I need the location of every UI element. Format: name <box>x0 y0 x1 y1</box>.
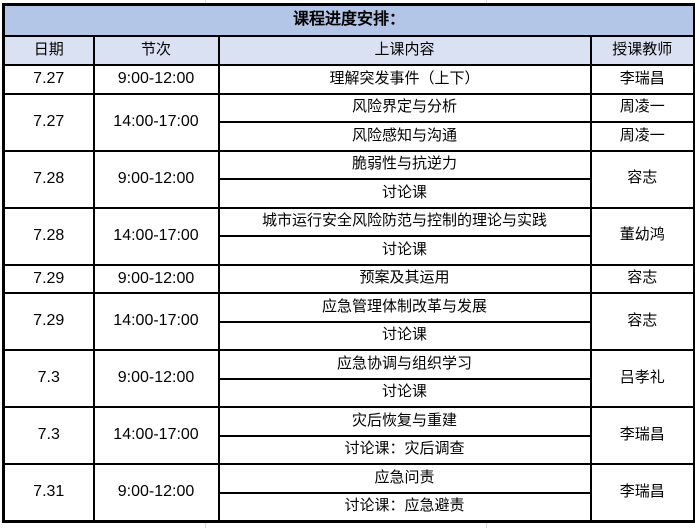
session-cell: 14:00-17:00 <box>92 292 220 351</box>
course-schedule-table: 课程进度安排： 日期 节次 上课内容 授课教师 7.27 9:00-12:00 … <box>2 3 695 523</box>
content-cell: 预案及其运用 <box>217 263 592 294</box>
col-header-date: 日期 <box>2 35 95 66</box>
schedule-row: 讨论课：灾后调查 <box>4 434 695 465</box>
excel-gridline-top-2 <box>486 0 487 3</box>
content-cell: 灾后恢复与重建 <box>217 406 592 437</box>
session-cell: 9:00-12:00 <box>92 349 220 408</box>
content-cell: 讨论课 <box>217 377 592 408</box>
schedule-row: 7.3 14:00-17:00 灾后恢复与重建 李瑞昌 <box>2 406 695 465</box>
col-header-content: 上课内容 <box>217 35 592 66</box>
teacher-cell: 董幼鸿 <box>589 206 695 266</box>
teacher-cell: 容志 <box>589 149 695 209</box>
date-cell: 7.3 <box>2 349 95 408</box>
teacher-cell: 周凌一 <box>589 92 695 123</box>
teacher-cell: 容志 <box>589 292 695 351</box>
schedule-row: 7.29 9:00-12:00 预案及其运用 容志 <box>2 263 695 294</box>
schedule-row: 讨论课：应急避责 <box>4 491 695 522</box>
table-title-row: 课程进度安排： <box>2 3 695 37</box>
excel-gridline-bottom-1 <box>205 521 206 528</box>
teacher-cell: 李瑞昌 <box>589 64 695 95</box>
teacher-cell: 李瑞昌 <box>589 406 695 465</box>
date-cell: 7.3 <box>2 406 95 465</box>
schedule-row: 7.31 9:00-12:00 应急问责 李瑞昌 <box>2 463 695 522</box>
teacher-cell: 容志 <box>589 263 695 294</box>
teacher-cell: 吕孝礼 <box>589 349 695 408</box>
schedule-row: 7.28 9:00-12:00 脆弱性与抗逆力 容志 <box>2 149 695 209</box>
schedule-row: 7.28 14:00-17:00 城市运行安全风险防范与控制的理论与实践 董幼鸿 <box>2 206 695 266</box>
content-cell: 讨论课 <box>217 320 592 351</box>
content-cell: 应急协调与组织学习 <box>217 349 592 380</box>
column-header-row: 日期 节次 上课内容 授课教师 <box>2 35 695 66</box>
session-cell: 9:00-12:00 <box>92 149 220 209</box>
session-cell: 9:00-12:00 <box>92 463 220 522</box>
content-cell: 讨论课 <box>217 178 592 209</box>
content-cell: 城市运行安全风险防范与控制的理论与实践 <box>217 206 592 237</box>
content-cell: 讨论课：灾后调查 <box>217 434 592 465</box>
content-cell: 讨论课：应急避责 <box>217 491 592 522</box>
content-cell: 风险界定与分析 <box>217 92 592 123</box>
session-cell: 9:00-12:00 <box>92 64 220 95</box>
content-cell: 脆弱性与抗逆力 <box>217 149 592 180</box>
date-cell: 7.29 <box>2 263 95 294</box>
excel-gridline-bottom-2 <box>486 521 487 528</box>
col-header-session: 节次 <box>92 35 220 66</box>
date-cell: 7.28 <box>2 206 95 266</box>
date-cell: 7.31 <box>2 463 95 522</box>
schedule-row: 7.27 14:00-17:00 风险界定与分析 周凌一 <box>2 92 695 152</box>
schedule-row: 7.3 9:00-12:00 应急协调与组织学习 吕孝礼 <box>2 349 695 408</box>
date-cell: 7.28 <box>2 149 95 209</box>
session-cell: 9:00-12:00 <box>92 263 220 294</box>
content-cell: 理解突发事件（上下） <box>217 64 592 95</box>
date-cell: 7.27 <box>2 64 95 95</box>
session-cell: 14:00-17:00 <box>92 406 220 465</box>
schedule-row: 讨论课 <box>4 178 695 209</box>
excel-gridline-top-1 <box>205 0 206 3</box>
content-cell: 讨论课 <box>217 235 592 266</box>
session-cell: 14:00-17:00 <box>92 206 220 266</box>
schedule-row: 7.27 9:00-12:00 理解突发事件（上下） 李瑞昌 <box>2 64 695 95</box>
session-cell: 14:00-17:00 <box>92 92 220 152</box>
col-header-teacher: 授课教师 <box>589 35 695 66</box>
schedule-row: 7.29 14:00-17:00 应急管理体制改革与发展 容志 <box>2 292 695 351</box>
content-cell: 应急管理体制改革与发展 <box>217 292 592 323</box>
content-cell: 应急问责 <box>217 463 592 494</box>
table-title: 课程进度安排： <box>2 3 695 37</box>
date-cell: 7.29 <box>2 292 95 351</box>
content-cell: 风险感知与沟通 <box>217 121 592 152</box>
teacher-cell: 周凌一 <box>589 121 695 152</box>
teacher-cell: 李瑞昌 <box>589 463 695 522</box>
date-cell: 7.27 <box>2 92 95 152</box>
